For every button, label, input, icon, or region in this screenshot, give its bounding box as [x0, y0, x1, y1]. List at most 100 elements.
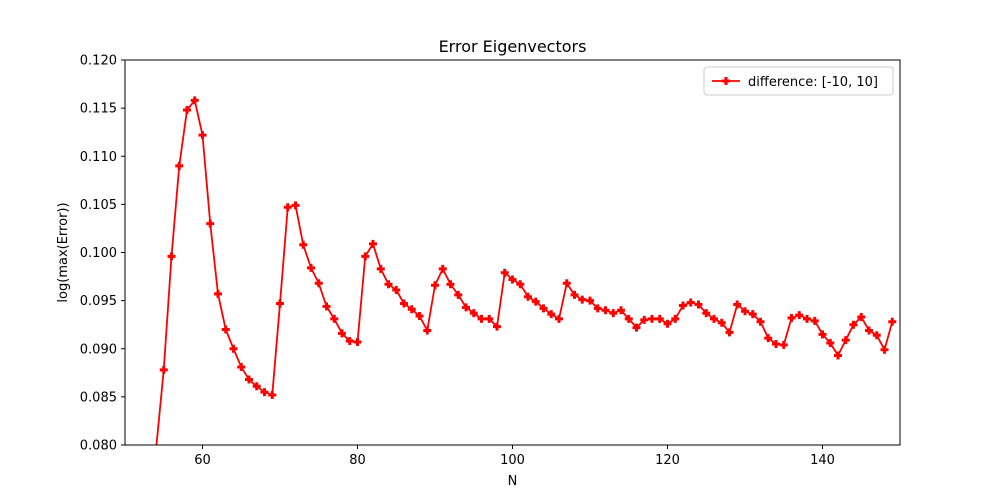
data-point-marker — [268, 390, 277, 399]
data-point-marker — [803, 314, 811, 323]
data-point-marker — [586, 296, 594, 305]
y-tick-label: 0.105 — [80, 198, 117, 213]
data-point-marker — [508, 275, 517, 284]
data-point-marker — [330, 314, 339, 323]
data-point-marker — [601, 306, 610, 315]
data-point-marker — [570, 290, 579, 299]
data-point-marker — [190, 96, 199, 105]
data-point-marker — [640, 315, 649, 324]
data-point-marker — [500, 268, 509, 277]
data-point-marker — [834, 351, 842, 360]
data-point-marker — [407, 305, 416, 314]
data-point-marker — [632, 323, 641, 332]
data-point-marker — [810, 316, 819, 325]
data-point-marker — [679, 301, 687, 310]
data-point-marker — [787, 313, 796, 322]
data-point-marker — [857, 312, 866, 321]
x-tick-label: 140 — [810, 453, 835, 468]
data-point-marker — [686, 298, 695, 307]
x-tick-label: 120 — [655, 453, 680, 468]
data-point-marker — [415, 312, 424, 321]
x-tick-label: 60 — [194, 453, 211, 468]
data-point-marker — [276, 299, 284, 308]
data-point-marker — [772, 339, 780, 348]
data-point-marker — [361, 252, 370, 261]
y-tick-label: 0.100 — [80, 246, 117, 261]
legend-label: difference: [-10, 10] — [748, 75, 878, 90]
data-point-marker — [779, 340, 788, 349]
data-point-marker — [648, 314, 656, 323]
y-axis-ticks: 0.080 0.085 0.090 0.095 0.100 0.105 0.110 0.115… — [80, 54, 125, 454]
y-tick-label: 0.115 — [80, 102, 117, 117]
data-point-marker — [717, 318, 726, 327]
data-point-marker — [888, 317, 897, 326]
data-point-marker — [446, 280, 455, 289]
data-point-marker — [818, 330, 827, 339]
data-point-marker — [454, 290, 463, 299]
data-point-marker — [198, 131, 207, 140]
data-point-marker — [384, 280, 393, 289]
data-point-marker — [345, 337, 354, 346]
data-point-marker — [795, 311, 804, 320]
data-point-marker — [283, 203, 292, 212]
data-point-marker — [183, 106, 191, 115]
data-point-marker — [841, 336, 850, 345]
data-point-marker — [756, 317, 765, 326]
data-point-marker — [748, 310, 757, 319]
data-point-marker — [159, 365, 168, 374]
data-point-marker — [609, 309, 618, 318]
plot-data-layer — [155, 96, 897, 445]
data-point-marker — [578, 295, 587, 304]
data-point-marker — [725, 328, 734, 337]
data-point-marker — [477, 314, 486, 323]
data-point-marker — [322, 302, 331, 311]
data-point-marker — [764, 334, 773, 343]
y-tick-label: 0.120 — [80, 54, 117, 69]
data-point-marker — [229, 344, 238, 353]
data-point-marker — [260, 388, 269, 397]
data-point-marker — [245, 375, 253, 384]
data-point-marker — [741, 307, 749, 316]
data-point-marker — [516, 280, 525, 289]
x-tick-label: 80 — [349, 453, 366, 468]
data-point-marker — [865, 326, 873, 335]
data-point-marker — [392, 286, 401, 295]
data-point-marker — [237, 363, 246, 372]
data-point-marker — [555, 314, 563, 323]
data-point-marker — [826, 338, 835, 347]
data-point-marker — [655, 314, 664, 323]
data-point-marker — [733, 300, 742, 309]
data-point-marker — [221, 325, 230, 334]
data-point-marker — [539, 304, 548, 313]
data-point-marker — [562, 279, 571, 288]
y-tick-label: 0.110 — [80, 150, 117, 165]
data-point-marker — [438, 264, 447, 273]
x-tick-label: 100 — [500, 453, 525, 468]
data-point-marker — [206, 219, 215, 228]
data-point-marker — [338, 329, 346, 338]
data-point-marker — [291, 201, 300, 210]
data-point-marker — [175, 161, 184, 170]
y-tick-label: 0.095 — [80, 294, 117, 309]
y-tick-label: 0.080 — [80, 439, 117, 454]
data-point-marker — [524, 292, 532, 301]
y-axis-label: log(max(Error)) — [56, 202, 71, 302]
data-point-marker — [702, 309, 711, 318]
data-point-marker — [307, 263, 315, 272]
data-point-marker — [880, 345, 889, 354]
legend-marker-plus — [722, 77, 730, 85]
data-point-marker — [485, 314, 494, 323]
data-point-marker — [493, 322, 501, 331]
legend-box — [703, 66, 894, 96]
data-point-marker — [710, 314, 718, 323]
data-point-marker — [353, 338, 362, 347]
data-point-marker — [400, 299, 408, 308]
data-point-marker — [624, 314, 633, 323]
data-point-marker — [663, 319, 672, 328]
data-point-marker — [214, 289, 222, 298]
data-point-marker — [431, 281, 439, 290]
data-point-marker — [469, 309, 478, 318]
data-point-marker — [462, 303, 470, 312]
data-point-marker — [617, 306, 625, 315]
